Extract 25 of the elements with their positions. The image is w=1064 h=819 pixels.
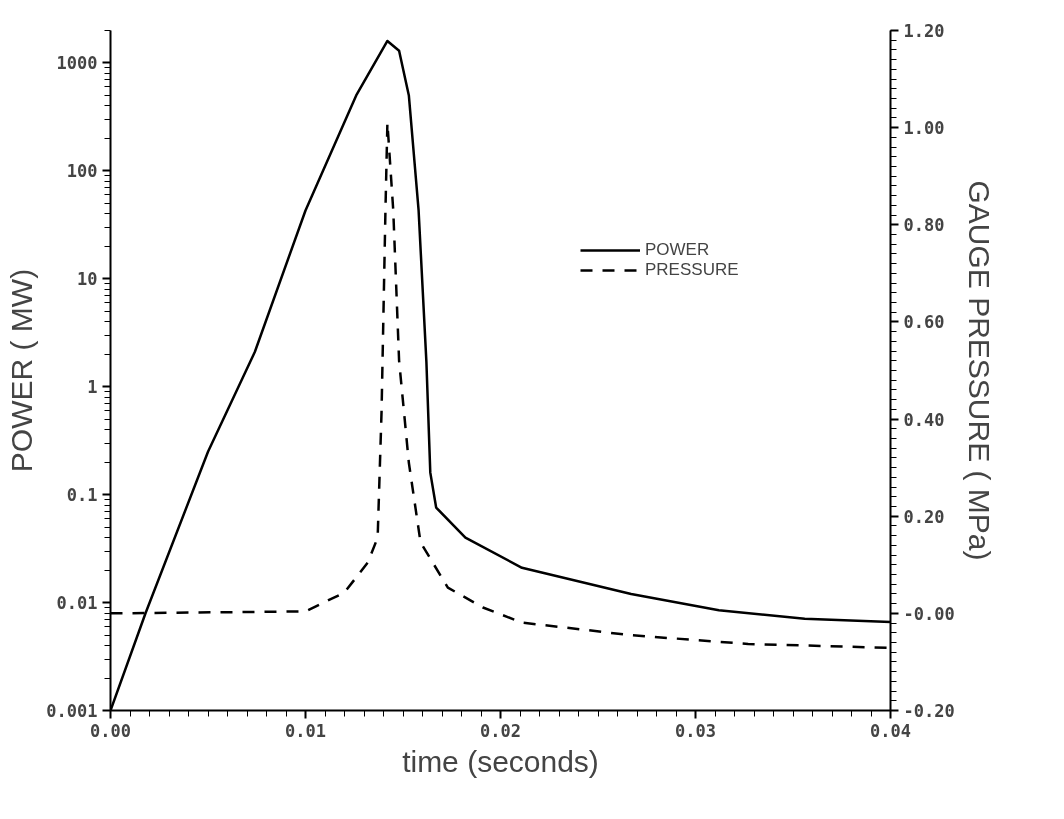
y2-tick-label: 0.20 [903, 506, 945, 527]
x-tick-label: 0.04 [870, 720, 911, 741]
x-tick-label: 0.03 [675, 720, 716, 741]
y-axis-title: POWER ( MW) [5, 268, 39, 473]
legend-label: POWER [645, 240, 710, 260]
x-tick-label: 0.00 [90, 720, 131, 741]
y-tick-label: 0.1 [66, 485, 98, 506]
y2-tick-label: 0.60 [903, 312, 945, 333]
y2-axis-title: GAUGE PRESSURE ( MPa) [962, 180, 996, 561]
legend-label: PRESSURE [645, 260, 739, 280]
y-tick-label: 10 [77, 269, 98, 290]
y-tick-label: 1000 [56, 53, 98, 74]
y-tick-label: 0.01 [56, 593, 98, 614]
y2-tick-label: 1.20 [903, 21, 945, 41]
x-tick-label: 0.02 [480, 720, 521, 741]
y2-tick-label: 1.00 [903, 118, 945, 139]
y2-tick-label: 0.80 [903, 215, 945, 236]
y-tick-label: 100 [66, 161, 98, 182]
y2-tick-label: -0.20 [903, 701, 955, 721]
y2-tick-label: -0.00 [903, 603, 955, 624]
y-tick-label: 1 [87, 377, 98, 398]
y-tick-label: 0.001 [46, 701, 98, 721]
y2-tick-label: 0.40 [903, 409, 945, 430]
x-axis-title: time (seconds) [402, 744, 599, 778]
x-tick-label: 0.01 [285, 720, 326, 741]
